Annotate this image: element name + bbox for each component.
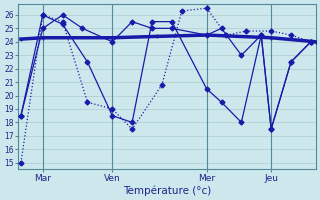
X-axis label: Température (°c): Température (°c) [123, 185, 211, 196]
